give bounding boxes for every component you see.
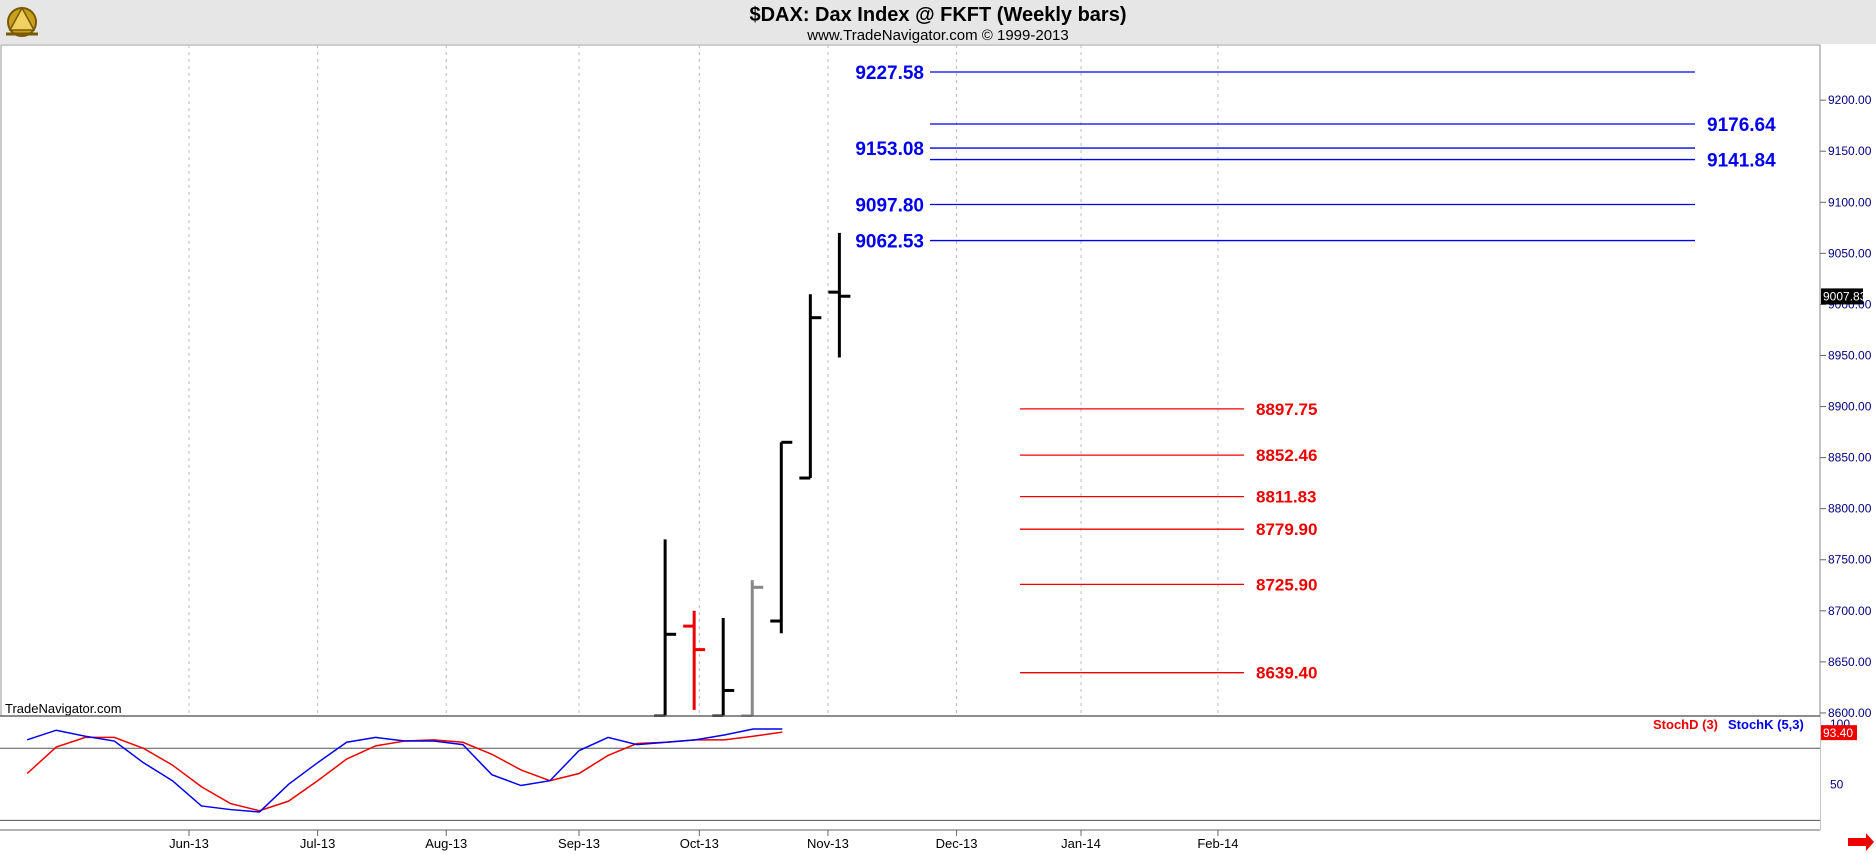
- stochastic-ref-lines: [0, 747, 1820, 821]
- x-tick-label: Jul-13: [300, 836, 335, 851]
- chart-title: $DAX: Dax Index @ FKFT (Weekly bars): [749, 4, 1126, 26]
- support-label: 8639.40: [1256, 664, 1317, 683]
- x-axis-ticks: Jun-13 Jul-13 Aug-13 Sep-13 Oct-13 Nov-13 Dec-…: [169, 830, 1239, 851]
- vertical-gridlines: [188, 45, 1219, 830]
- last-price-label: 9007.83: [1823, 289, 1867, 303]
- support-label: 8852.46: [1256, 446, 1317, 465]
- x-tick-label: Jun-13: [169, 836, 209, 851]
- x-tick-label: Sep-13: [558, 836, 600, 851]
- x-tick-label: Aug-13: [425, 836, 467, 851]
- price-bar: [683, 610, 706, 710]
- y-tick-label: 8800.00: [1828, 502, 1872, 516]
- y-tick-label: 8950.00: [1828, 348, 1872, 362]
- support-label: 8779.90: [1256, 520, 1317, 539]
- x-tick-label: Nov-13: [807, 836, 849, 851]
- support-label: 8811.83: [1256, 488, 1317, 507]
- price-bar: [828, 232, 851, 358]
- y-tick-label: 8650.00: [1828, 655, 1872, 669]
- watermark-text: TradeNavigator.com: [5, 701, 122, 716]
- price-bars: [654, 232, 851, 718]
- scroll-right-arrow-icon[interactable]: [1848, 833, 1874, 851]
- stoch-k-line: [26, 728, 783, 813]
- y-tick-label: 8850.00: [1828, 451, 1872, 465]
- legend-stoch-d: StochD (3): [1653, 717, 1718, 732]
- resistance-label: 9176.64: [1707, 115, 1776, 136]
- y-tick-label: 8700.00: [1828, 604, 1872, 618]
- y-tick-label: 9200.00: [1828, 93, 1872, 107]
- y-tick-label: 9050.00: [1828, 246, 1872, 260]
- sextant-logo-icon: [6, 6, 38, 37]
- legend-stoch-k: StochK (5,3): [1728, 717, 1804, 732]
- y-tick-label: 8600.00: [1828, 706, 1872, 720]
- stochastic-panel[interactable]: [1, 717, 1820, 830]
- y-tick-label: 9150.00: [1828, 144, 1872, 158]
- x-tick-label: Oct-13: [680, 836, 719, 851]
- support-label: 8725.90: [1256, 575, 1317, 594]
- resistance-label: 9153.08: [855, 139, 924, 160]
- stoch-value-label: 93.40: [1823, 726, 1853, 740]
- header-band: [0, 0, 1876, 44]
- support-label: 8897.75: [1256, 400, 1317, 419]
- price-bar: [799, 294, 822, 480]
- resistance-label: 9141.84: [1707, 151, 1776, 172]
- price-bar: [770, 440, 793, 634]
- fib-levels: 9227.58 9176.64 9153.08 9141.84 9097.80 9062.…: [855, 63, 1776, 683]
- stochastic-lines: [26, 728, 783, 813]
- y-tick-label: 8900.00: [1828, 400, 1872, 414]
- resistance-label: 9097.80: [855, 196, 924, 217]
- last-price-marker: 9007.83: [1821, 288, 1867, 305]
- resistance-label: 9227.58: [855, 63, 924, 84]
- x-tick-label: Jan-14: [1061, 836, 1101, 851]
- chart-subtitle: www.TradeNavigator.com © 1999-2013: [806, 27, 1068, 44]
- right-axis: [1820, 45, 1876, 854]
- y-tick-label: 8750.00: [1828, 553, 1872, 567]
- stoch-value-marker: 93.40: [1821, 725, 1857, 741]
- x-tick-label: Feb-14: [1197, 836, 1238, 851]
- stoch-tick-label: 50: [1830, 777, 1844, 791]
- y-tick-label: 9100.00: [1828, 195, 1872, 209]
- x-tick-label: Dec-13: [936, 836, 978, 851]
- resistance-label: 9062.53: [855, 232, 924, 253]
- price-panel[interactable]: [0, 44, 1821, 717]
